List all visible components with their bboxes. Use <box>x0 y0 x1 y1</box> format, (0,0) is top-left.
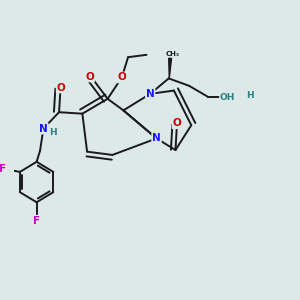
Text: F: F <box>0 164 6 174</box>
Text: N: N <box>152 134 161 143</box>
Text: N: N <box>146 89 154 99</box>
Text: N: N <box>39 124 48 134</box>
Text: CH₃: CH₃ <box>165 51 179 57</box>
Text: H: H <box>49 128 56 136</box>
Text: O: O <box>85 71 94 82</box>
Text: O: O <box>172 118 181 128</box>
Text: H: H <box>246 91 254 100</box>
Polygon shape <box>169 58 172 78</box>
Text: O: O <box>57 82 65 92</box>
Text: OH: OH <box>220 93 235 102</box>
Text: F: F <box>33 216 40 226</box>
Text: O: O <box>117 72 126 82</box>
